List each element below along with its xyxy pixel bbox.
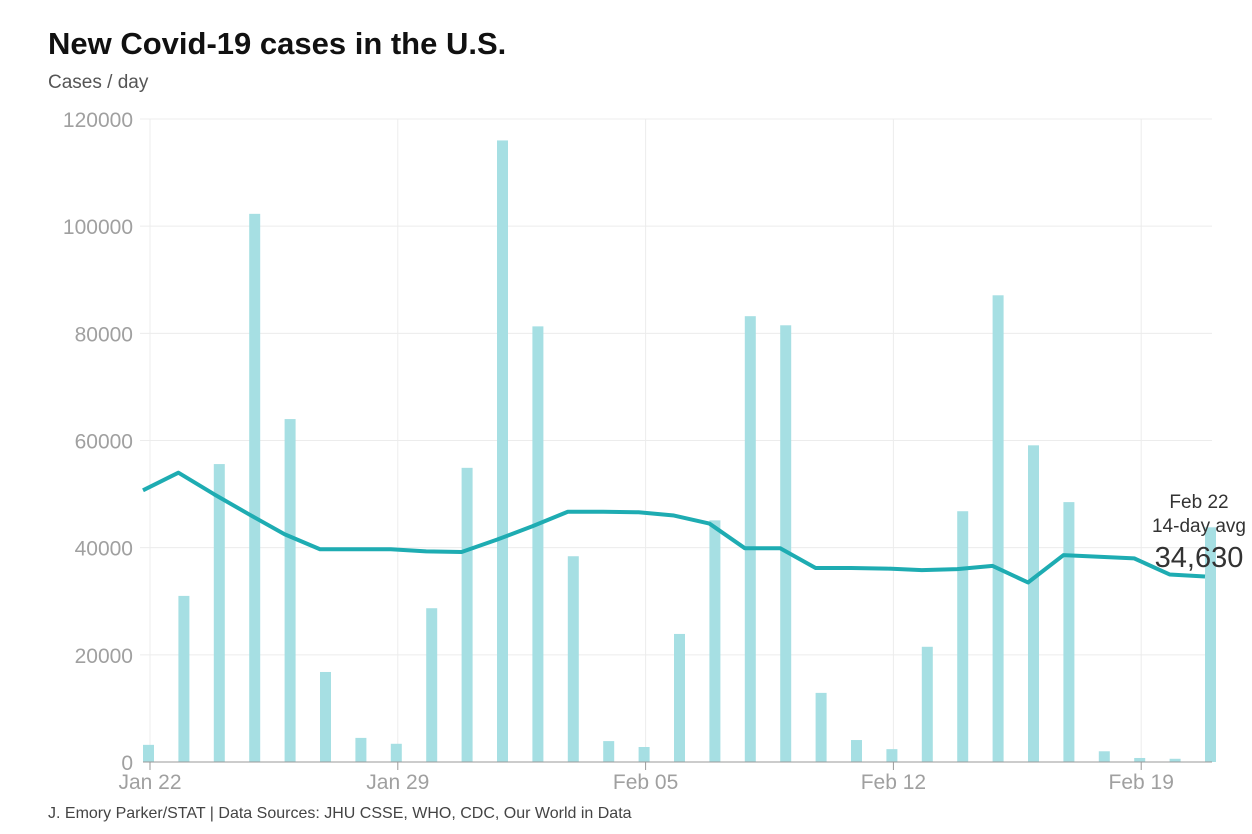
bar-jan-31 [461,467,473,762]
bar-jan-29 [390,743,402,762]
chart-title: New Covid-19 cases in the U.S. [48,26,507,61]
bar-feb-03 [567,556,579,762]
source-note: J. Emory Parker/STAT | Data Sources: JHU… [48,805,632,822]
annotation: Feb 22 14-day avg 34,630 [1152,492,1246,574]
bar-jan-27 [320,671,331,762]
bar-feb-14 [957,511,969,762]
bar-feb-15 [992,295,1004,762]
bar-feb-02 [532,326,544,762]
bar-feb-01 [497,140,508,762]
x-tick-label: Feb 12 [861,771,926,794]
bar-feb-16 [1028,445,1039,762]
bar-jan-30 [426,608,438,762]
y-tick-label: 40000 [75,538,133,561]
bar-jan-22 [143,744,154,762]
annotation-label: 14-day avg [1152,516,1246,537]
bar-feb-07 [709,520,721,762]
bar-feb-04 [603,741,615,762]
y-tick-label: 0 [121,752,133,775]
bar-jan-26 [284,419,296,762]
x-tick-label: Jan 22 [118,771,181,794]
bar-feb-21 [1205,527,1216,762]
annotation-value: 34,630 [1155,542,1244,574]
y-tick-label: 80000 [75,323,133,346]
bar-feb-18 [1098,751,1110,762]
bar-feb-20 [1169,758,1181,762]
bar-feb-19 [1134,757,1146,762]
bar-feb-12 [886,749,898,762]
x-tick-label: Jan 29 [366,771,429,794]
annotation-date: Feb 22 [1169,492,1228,513]
bar-jan-28 [355,737,367,762]
y-tick-label: 120000 [63,109,133,132]
bar-jan-23 [178,595,190,762]
bar-feb-17 [1063,502,1075,762]
bar-feb-05 [638,746,650,762]
bar-feb-10 [815,692,827,762]
bar-feb-13 [921,646,933,762]
bar-jan-25 [249,213,261,762]
y-tick-label: 20000 [75,645,133,668]
x-tick-label: Feb 05 [613,771,678,794]
y-tick-label: 100000 [63,216,133,239]
chart-subtitle: Cases / day [48,72,149,93]
bar-feb-08 [744,316,756,762]
bar-feb-09 [780,325,792,762]
y-tick-label: 60000 [75,431,133,454]
bar-jan-24 [213,464,225,762]
avg-line [142,470,1206,585]
bar-feb-06 [674,633,685,762]
bar-feb-11 [851,740,862,762]
x-tick-label: Feb 19 [1109,771,1174,794]
